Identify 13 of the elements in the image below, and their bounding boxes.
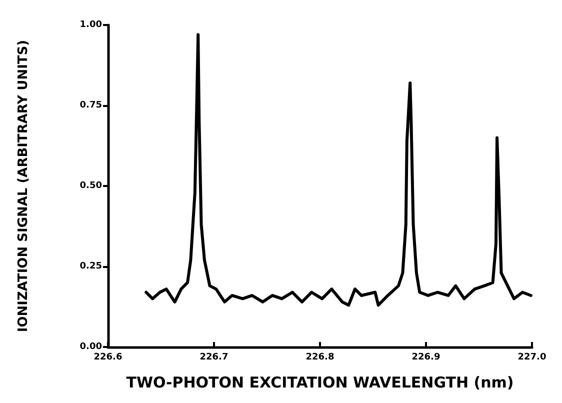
y-tick-label: 0.75 (80, 100, 102, 110)
x-axis-title: TWO-PHOTON EXCITATION WAVELENGTH (nm) (126, 374, 514, 392)
x-tick-label: 226.8 (306, 352, 334, 362)
line-series (144, 33, 532, 307)
x-tick-label: 227.0 (518, 352, 546, 362)
x-tick-label: 226.6 (94, 352, 122, 362)
x-tick-label: 226.7 (200, 352, 228, 362)
y-axis-title: IONIZATION SIGNAL (ARBITRARY UNITS) (16, 40, 31, 332)
y-tick-label: 1.00 (80, 20, 102, 30)
y-tick-label: 0.00 (80, 342, 102, 352)
y-tick-label: 0.25 (80, 262, 102, 272)
x-tick-label: 226.9 (412, 352, 440, 362)
y-tick-label: 0.50 (80, 181, 102, 191)
